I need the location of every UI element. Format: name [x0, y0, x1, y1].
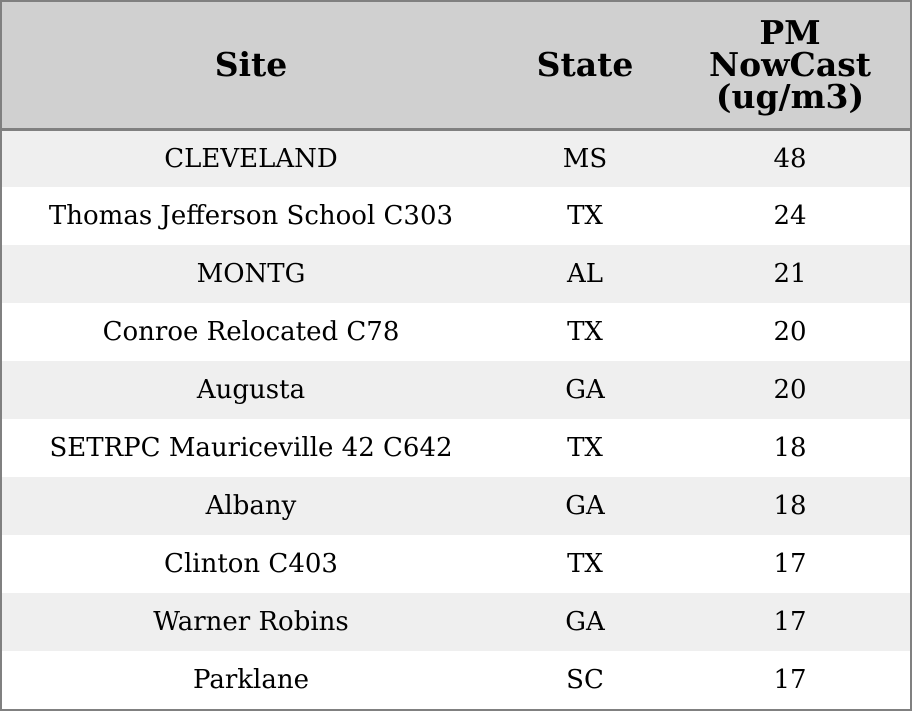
table-row: CLEVELAND MS 48: [2, 129, 910, 187]
cell-state: MS: [562, 143, 608, 174]
cell-state: TX: [567, 433, 603, 463]
header-state: State: [500, 2, 670, 131]
table-row: Conroe Relocated C78 TX 20: [2, 303, 910, 361]
table-row: Parklane SC 17: [2, 651, 910, 709]
cell-site: Parklane: [193, 665, 309, 695]
cell-pm-nowcast: 17: [773, 607, 807, 637]
cell-state: SC: [566, 665, 604, 695]
cell-pm-nowcast: 20: [773, 317, 807, 347]
table-row: Warner Robins GA 17: [2, 593, 910, 651]
cell-pm-nowcast: 48: [773, 143, 807, 174]
header-pm-line-1: PM: [759, 12, 821, 52]
cell-site: Conroe Relocated C78: [102, 317, 400, 347]
cell-site: CLEVELAND: [164, 143, 338, 174]
table-row: Thomas Jefferson School C303 TX 24: [2, 187, 910, 245]
table-body: CLEVELAND MS 48 Thomas Jefferson School C30…: [2, 129, 910, 709]
cell-pm-nowcast: 17: [773, 549, 807, 579]
cell-state: GA: [565, 491, 605, 521]
header-site: Site: [2, 2, 500, 131]
cell-state: TX: [567, 201, 603, 231]
cell-pm-nowcast: 24: [773, 201, 807, 231]
cell-state: TX: [567, 317, 603, 347]
table-row: Clinton C403 TX 17: [2, 535, 910, 593]
cell-site: Albany: [205, 491, 297, 521]
cell-pm-nowcast: 18: [773, 433, 807, 463]
cell-site: MONTG: [196, 259, 306, 289]
table-row: Augusta GA 20: [2, 361, 910, 419]
cell-site: Warner Robins: [153, 607, 349, 637]
cell-site: Thomas Jefferson School C303: [48, 201, 454, 231]
table-row: Albany GA 18: [2, 477, 910, 535]
cell-state: GA: [565, 375, 605, 405]
table-row: MONTG AL 21: [2, 245, 910, 303]
cell-site: Augusta: [196, 375, 306, 405]
header-pm-line-3: (ug/m3): [715, 76, 865, 116]
cell-site: SETRPC Mauriceville 42 C642: [49, 433, 453, 463]
cell-site: Clinton C403: [164, 549, 338, 579]
table-header-row: Site State PM NowCast (ug/m3): [2, 2, 910, 131]
cell-state: AL: [566, 259, 604, 289]
cell-pm-nowcast: 17: [773, 665, 807, 695]
header-pm-line-2: NowCast: [708, 44, 872, 84]
cell-pm-nowcast: 18: [773, 491, 807, 521]
cell-pm-nowcast: 21: [773, 259, 807, 289]
cell-state: TX: [567, 549, 603, 579]
cell-pm-nowcast: 20: [773, 375, 807, 405]
cell-state: GA: [565, 607, 605, 637]
table-row: SETRPC Mauriceville 42 C642 TX 18: [2, 419, 910, 477]
header-pm-nowcast: PM NowCast (ug/m3): [670, 2, 910, 131]
